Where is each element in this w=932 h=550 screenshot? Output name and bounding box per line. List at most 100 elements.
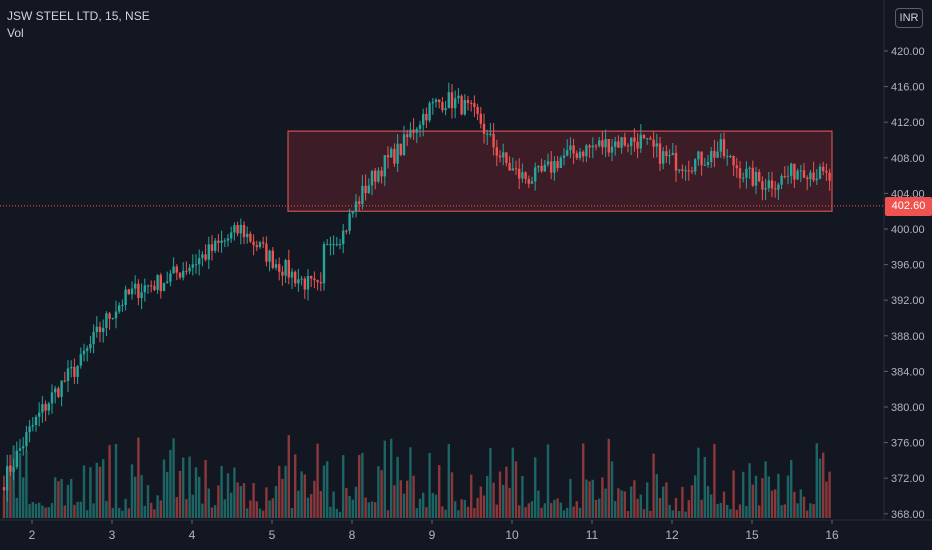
volume-bar [246, 508, 249, 518]
candle-body [217, 240, 220, 243]
candle-body [578, 151, 582, 159]
volume-bar [585, 479, 588, 518]
volume-bar [249, 500, 252, 518]
volume-indicator-label[interactable]: Vol [7, 26, 24, 40]
candle-body [626, 145, 630, 147]
volume-bar [758, 505, 761, 518]
candle-body [751, 167, 754, 186]
candle-body [348, 213, 351, 231]
volume-bar [47, 507, 50, 518]
volume-bar [431, 492, 434, 518]
candle-body [697, 151, 700, 160]
candle-body [294, 271, 297, 284]
candle-body [678, 169, 681, 171]
volume-bar [793, 491, 796, 518]
volume-bar [665, 482, 668, 518]
candle-body [70, 367, 73, 369]
volume-bar [655, 474, 658, 518]
price-axis[interactable]: 368.00 372.00 376.00 380.00 384.00 388.00 392.… [884, 46, 925, 521]
volume-bar [226, 473, 230, 518]
volume-bar [540, 507, 543, 518]
volume-bar [367, 502, 370, 518]
volume-bar [169, 449, 172, 518]
candle-body [12, 467, 15, 472]
candle-body [284, 260, 287, 276]
candle-body [428, 103, 431, 121]
volume-bar [127, 508, 130, 518]
volume-bar [220, 466, 223, 518]
symbol-title[interactable]: JSW STEEL LTD, 15, NSE [7, 9, 150, 23]
candle-body [646, 138, 649, 140]
candle-body [156, 275, 159, 290]
currency-badge[interactable]: INR [895, 8, 923, 28]
candle-body [374, 170, 377, 182]
candle-body [793, 163, 796, 180]
candle-body [486, 133, 489, 135]
candle-body [738, 168, 742, 179]
volume-bar [230, 492, 233, 518]
candle-body [153, 286, 156, 290]
volume-bar [79, 501, 82, 518]
candle-body [159, 275, 162, 292]
candle-body [246, 233, 249, 238]
candle-body [434, 99, 438, 102]
candle-body [57, 388, 60, 397]
time-tick-label: 8 [349, 528, 356, 542]
candle-body [774, 188, 777, 190]
candle-body [518, 168, 521, 179]
volume-bar [681, 486, 684, 518]
volume-bar [710, 494, 713, 518]
candle-body [236, 225, 239, 234]
candle-body [575, 153, 578, 159]
volume-bar [198, 476, 201, 518]
volume-bar [223, 499, 226, 518]
volume-bar [66, 484, 70, 518]
volume-bar [479, 486, 482, 518]
volume-bar [604, 488, 607, 518]
volume-bar [153, 509, 156, 518]
candle-body [470, 102, 473, 104]
candle-body [76, 365, 79, 377]
candle-body [380, 170, 383, 177]
candle-body [351, 211, 354, 214]
candle-body [220, 240, 223, 243]
volume-bar [748, 463, 751, 518]
candle-body [399, 143, 402, 156]
volume-bar [121, 510, 124, 518]
candle-body [742, 177, 745, 179]
volume-bar [556, 498, 559, 518]
volume-bar [22, 477, 25, 518]
volume-bar [770, 490, 774, 518]
time-tick-label: 16 [825, 528, 839, 542]
volume-bar [745, 505, 748, 518]
candle-body [681, 169, 684, 171]
volume-bar [562, 510, 566, 518]
candle-body [726, 156, 729, 158]
time-tick-label: 11 [586, 528, 599, 542]
volume-bar [34, 503, 38, 518]
time-axis[interactable]: 2 3 4 5 8 9 10 11 12 15 16 [29, 520, 839, 542]
volume-bar [620, 490, 623, 518]
candle-body [530, 181, 534, 184]
candle-body [745, 168, 748, 178]
candle-body [444, 108, 447, 111]
volume-bar [463, 499, 466, 518]
candle-body [550, 161, 553, 173]
candle-body [802, 170, 806, 178]
candle-body [521, 172, 524, 179]
candle-body [716, 151, 719, 158]
candle-body [790, 163, 793, 176]
candle-body [34, 416, 38, 425]
volume-bar [700, 499, 703, 518]
volume-bar [777, 473, 780, 518]
candle-body [639, 134, 642, 149]
range-box[interactable] [287, 130, 833, 212]
candle-body [556, 161, 559, 169]
volume-bar [569, 478, 572, 518]
candle-body [249, 233, 252, 242]
volume-bar [2, 495, 6, 518]
candle-body [633, 137, 636, 142]
candle-body [345, 230, 348, 232]
volume-bar [524, 507, 527, 518]
